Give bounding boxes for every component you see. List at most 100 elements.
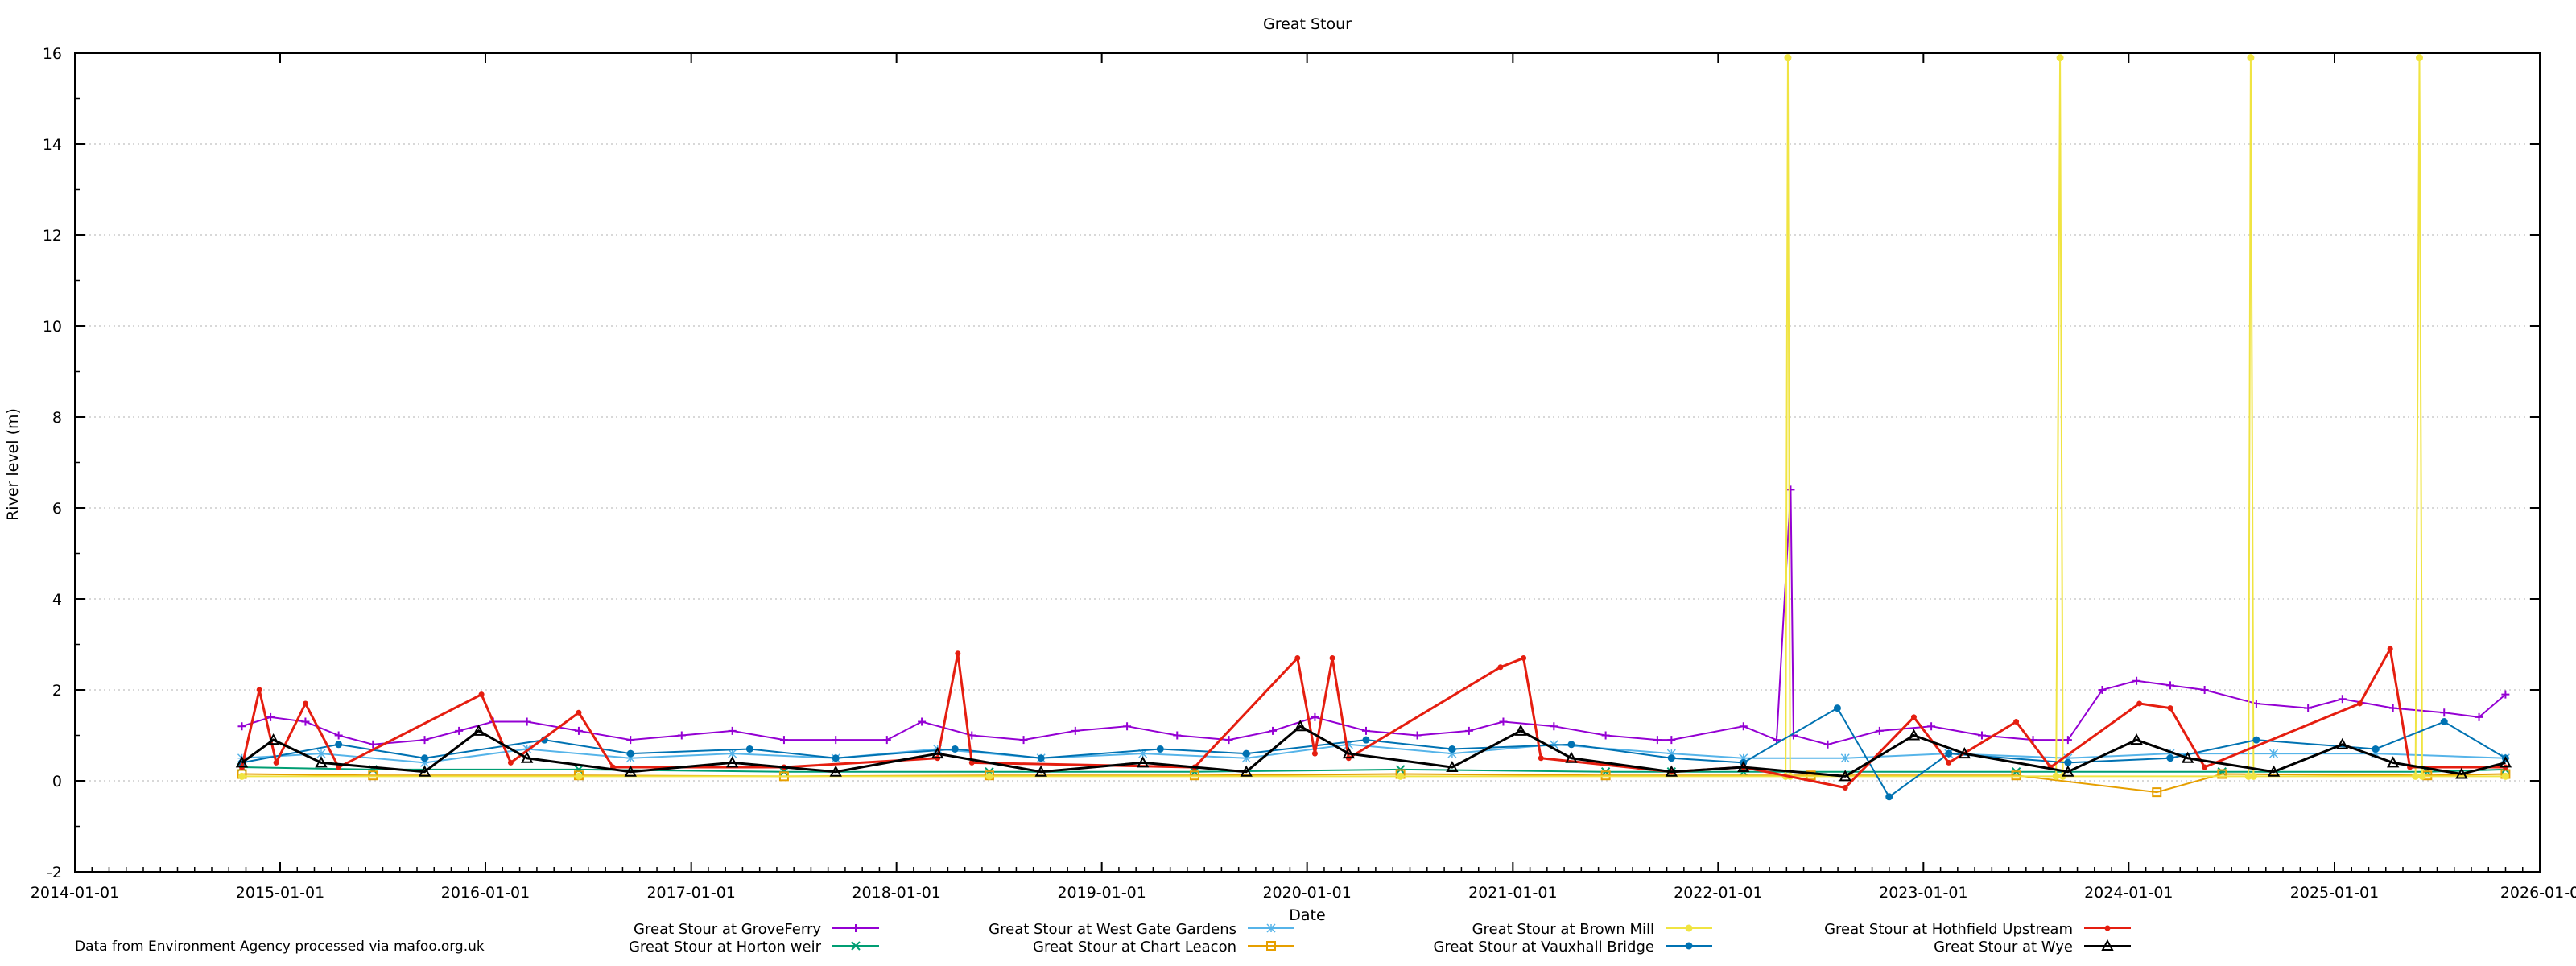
data-point bbox=[2167, 705, 2174, 712]
x-tick-label: 2021-01-01 bbox=[1468, 884, 1557, 902]
data-point bbox=[1958, 747, 1971, 759]
data-point bbox=[2455, 767, 2468, 779]
x-tick-label: 2016-01-01 bbox=[441, 884, 530, 902]
data-point bbox=[985, 772, 993, 780]
data-point bbox=[1538, 755, 1544, 762]
data-point bbox=[2386, 756, 2400, 768]
data-point bbox=[2063, 736, 2072, 745]
x-tick-label: 2024-01-01 bbox=[2084, 884, 2173, 902]
data-point bbox=[2440, 708, 2449, 717]
legend-marker bbox=[852, 924, 860, 932]
data-point bbox=[421, 754, 429, 762]
data-point bbox=[335, 741, 343, 749]
data-point bbox=[2166, 754, 2174, 762]
data-point bbox=[2136, 700, 2143, 707]
data-point bbox=[2098, 686, 2107, 694]
y-tick-label: 0 bbox=[52, 773, 62, 791]
data-point bbox=[2336, 737, 2349, 749]
y-axis-label: River level (m) bbox=[4, 408, 22, 521]
data-point bbox=[301, 717, 310, 726]
x-tick-label: 2025-01-01 bbox=[2290, 884, 2379, 902]
data-point bbox=[2388, 704, 2397, 712]
data-point bbox=[1653, 736, 1662, 745]
data-point bbox=[1269, 726, 1278, 735]
y-tick-label: 8 bbox=[52, 409, 62, 427]
data-point bbox=[522, 744, 532, 753]
grid-lines bbox=[75, 143, 2540, 782]
data-point bbox=[1123, 722, 1132, 731]
legend-label: Great Stour at Wye bbox=[1934, 939, 2073, 956]
legend-label: Great Stour at Horton weir bbox=[629, 939, 822, 956]
data-point bbox=[832, 754, 840, 762]
data-point bbox=[1071, 726, 1080, 735]
data-point bbox=[1875, 726, 1884, 735]
data-point bbox=[1885, 793, 1893, 801]
data-point bbox=[1448, 745, 1456, 753]
data-point bbox=[1241, 753, 1251, 763]
data-point bbox=[725, 756, 739, 768]
data-point bbox=[1839, 770, 1852, 782]
data-point bbox=[1173, 731, 1182, 740]
legend-label: Great Stour at Hothfield Upstream bbox=[1824, 921, 2073, 938]
data-point bbox=[779, 736, 788, 745]
data-point bbox=[968, 759, 975, 766]
data-point bbox=[1842, 784, 1848, 791]
legend-label: Great Stour at Chart Leacon bbox=[1033, 939, 1236, 956]
data-point bbox=[1806, 770, 1816, 781]
data-point bbox=[1910, 714, 1917, 720]
data-point bbox=[2056, 54, 2064, 62]
data-point bbox=[624, 765, 637, 777]
data-point bbox=[576, 709, 582, 716]
data-point bbox=[336, 764, 342, 770]
x-tick-label: 2022-01-01 bbox=[1674, 884, 1762, 902]
data-point bbox=[1667, 754, 1675, 762]
data-point bbox=[237, 772, 246, 780]
legend-marker bbox=[1266, 941, 1276, 951]
data-point bbox=[1037, 754, 1045, 762]
data-point bbox=[1521, 654, 1527, 661]
data-point bbox=[1927, 722, 1936, 731]
data-point bbox=[882, 736, 891, 745]
data-point bbox=[2412, 772, 2420, 780]
y-tick-label: -2 bbox=[47, 864, 62, 881]
y-tick-label: 12 bbox=[43, 227, 62, 245]
data-point bbox=[2132, 676, 2141, 685]
data-point bbox=[1739, 722, 1748, 731]
data-point bbox=[745, 745, 753, 753]
data-point bbox=[266, 733, 280, 745]
data-point bbox=[2338, 695, 2347, 704]
data-point bbox=[1499, 717, 1508, 726]
data-point bbox=[2252, 736, 2260, 744]
data-point bbox=[2064, 758, 2072, 766]
data-point bbox=[829, 765, 842, 777]
x-tick-label: 2015-01-01 bbox=[236, 884, 324, 902]
data-point bbox=[2217, 769, 2227, 779]
data-point bbox=[1945, 749, 1953, 758]
data-point bbox=[1739, 753, 1748, 763]
data-point bbox=[334, 731, 343, 740]
data-point bbox=[266, 712, 275, 721]
data-point bbox=[1977, 731, 1986, 740]
data-point bbox=[2501, 690, 2510, 699]
data-point bbox=[2013, 719, 2020, 725]
data-point bbox=[1189, 770, 1199, 781]
legend-label: Great Stour at West Gate Gardens bbox=[989, 921, 1236, 938]
x-tick-label: 2018-01-01 bbox=[852, 884, 940, 902]
data-point bbox=[2304, 704, 2313, 712]
data-point bbox=[302, 700, 308, 707]
data-point bbox=[2501, 772, 2509, 780]
data-point bbox=[455, 726, 464, 735]
data-point bbox=[677, 731, 686, 740]
x-tick-label: 2026-01-0 bbox=[2500, 884, 2576, 902]
data-point bbox=[1565, 751, 1578, 763]
data-point bbox=[951, 745, 959, 753]
data-point bbox=[1823, 740, 1832, 749]
data-point bbox=[1240, 765, 1253, 777]
data-point bbox=[1156, 745, 1164, 753]
data-point bbox=[1567, 741, 1575, 749]
data-point bbox=[420, 758, 430, 767]
series-8 bbox=[235, 720, 2512, 782]
data-point bbox=[2249, 772, 2257, 780]
data-point bbox=[522, 717, 531, 726]
